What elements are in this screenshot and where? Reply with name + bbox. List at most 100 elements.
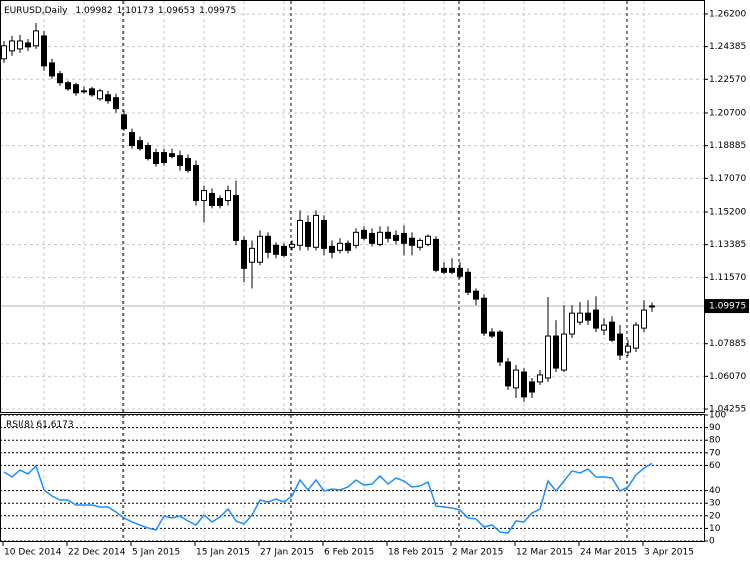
candle-body xyxy=(449,267,455,273)
candle-body xyxy=(289,243,295,248)
candle-body xyxy=(81,90,87,93)
candle-body xyxy=(177,155,183,167)
rsi-title: RSI(8) 61.6173 xyxy=(6,420,74,430)
candle-body xyxy=(161,152,167,163)
candle-body xyxy=(17,40,23,50)
candle-body xyxy=(625,345,631,353)
candle-body xyxy=(425,235,431,245)
candle-body xyxy=(169,153,175,158)
candle-body xyxy=(113,97,119,110)
candle-body xyxy=(417,239,423,248)
candle-body xyxy=(137,140,143,150)
y-tick-label: 100 xyxy=(709,411,726,421)
candle-body xyxy=(273,244,279,255)
candle-body xyxy=(641,309,647,329)
candle-body xyxy=(593,309,599,329)
y-tick-label: 1.07885 xyxy=(709,339,746,349)
y-tick-label: 1.24385 xyxy=(709,42,746,52)
candle-body xyxy=(313,214,319,248)
y-tick-label: 60 xyxy=(709,461,721,471)
x-tick-label: 10 Dec 2014 xyxy=(4,548,62,558)
y-tick-label: 0 xyxy=(709,537,715,547)
x-tick-label: 12 Mar 2015 xyxy=(516,548,573,558)
x-tick-label: 24 Mar 2015 xyxy=(580,548,637,558)
rsi-line xyxy=(3,462,653,534)
x-tick-label: 6 Feb 2015 xyxy=(324,548,374,558)
candle-body xyxy=(505,361,511,387)
candle-body xyxy=(297,219,303,246)
candle-body xyxy=(105,94,111,102)
y-tick-label: 1.04255 xyxy=(709,405,746,415)
last-close: 1.09975 xyxy=(199,6,236,16)
candle-body xyxy=(1,45,7,60)
candle-body xyxy=(513,369,519,389)
candle-body xyxy=(217,197,223,207)
y-tick-label: 90 xyxy=(709,423,721,433)
candle-body xyxy=(537,374,543,383)
rsi-last: 61.6173 xyxy=(36,420,73,430)
candle-body xyxy=(345,242,351,251)
candle-body xyxy=(553,335,559,369)
symbol: EURUSD,Daily xyxy=(4,6,68,16)
y-tick-label: 20 xyxy=(709,511,721,521)
y-tick-label: 1.13385 xyxy=(709,240,746,250)
candle-body xyxy=(433,238,439,271)
last-high: 1.10173 xyxy=(117,6,154,16)
candle-body xyxy=(385,231,391,239)
candle-body xyxy=(65,82,71,90)
y-tick-label: 1.06070 xyxy=(709,372,746,382)
candle-body xyxy=(441,267,447,273)
candle-body xyxy=(49,62,55,77)
candle-body xyxy=(225,190,231,201)
chart-title: EURUSD,Daily 1.09982 1.10173 1.09653 1.09975 xyxy=(4,6,236,16)
candle-body xyxy=(265,235,271,253)
candle-body xyxy=(353,231,359,246)
candle-body xyxy=(393,234,399,241)
candle-body xyxy=(97,90,103,100)
candle-body xyxy=(649,305,655,308)
rsi-name: RSI(8) xyxy=(6,420,33,430)
candle-body xyxy=(585,312,591,321)
candle-body xyxy=(545,335,551,379)
y-tick-label: 1.22570 xyxy=(709,75,746,85)
y-tick-label: 1.18885 xyxy=(709,141,746,151)
current-price-label: 1.09975 xyxy=(709,302,746,312)
y-tick-label: 80 xyxy=(709,436,721,446)
rsi-border xyxy=(0,414,705,542)
candle-body xyxy=(569,312,575,335)
y-tick-label: 1.20700 xyxy=(709,108,746,118)
x-tick-label: 22 Dec 2014 xyxy=(68,548,126,558)
candle-body xyxy=(57,73,63,84)
candle-body xyxy=(497,331,503,363)
y-tick-label: 1.17070 xyxy=(709,174,746,184)
main-border xyxy=(0,0,705,413)
candle-body xyxy=(145,145,151,160)
candle-body xyxy=(89,88,95,96)
candle-body xyxy=(521,371,527,398)
candle-body xyxy=(193,165,199,201)
candle-body xyxy=(369,232,375,244)
candle-body xyxy=(401,232,407,244)
candle-body xyxy=(457,267,463,277)
candle-body xyxy=(337,242,343,251)
candle-body xyxy=(609,321,615,341)
x-tick-label: 3 Apr 2015 xyxy=(644,548,694,558)
last-open: 1.09982 xyxy=(75,6,112,16)
candle-body xyxy=(601,324,607,331)
current-price-box xyxy=(705,299,749,314)
candle-body xyxy=(329,245,335,253)
candle-body xyxy=(9,40,15,52)
x-tick-label: 27 Jan 2015 xyxy=(260,548,314,558)
candle-body xyxy=(73,84,79,94)
y-tick-label: 40 xyxy=(709,486,721,496)
y-tick-label: 70 xyxy=(709,448,721,458)
candle-body xyxy=(33,30,39,47)
candle-body xyxy=(361,229,367,239)
candle-body xyxy=(209,192,215,207)
y-tick-label: 1.11570 xyxy=(709,273,746,283)
candle-body xyxy=(481,297,487,334)
candle-body xyxy=(409,237,415,246)
